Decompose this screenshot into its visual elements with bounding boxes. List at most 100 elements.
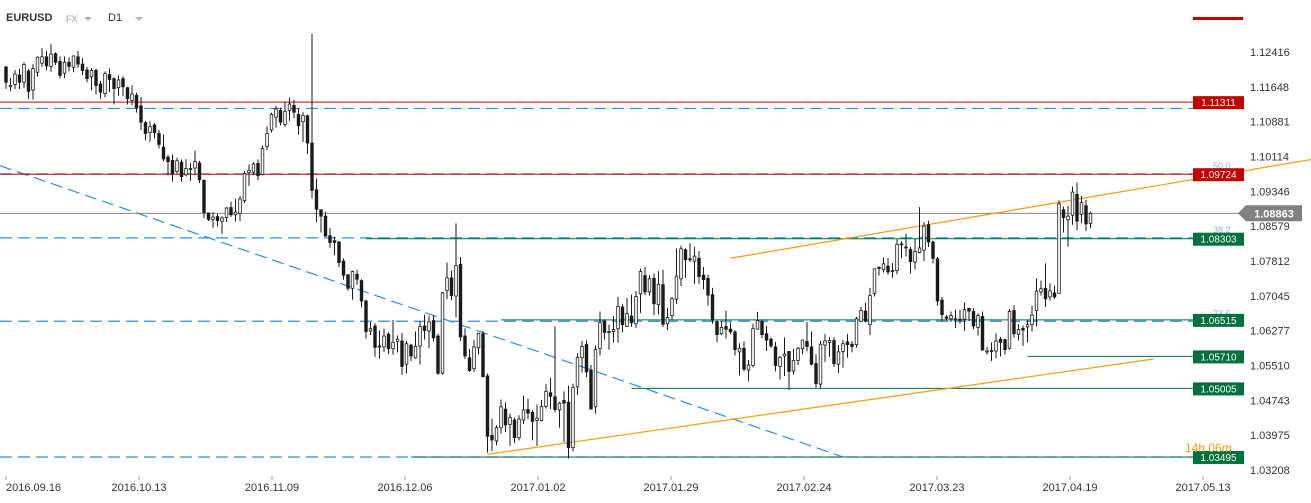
candle-body <box>580 346 584 359</box>
candle-body <box>593 349 598 408</box>
candle-body <box>719 326 724 335</box>
timeframe-dropdown-icon[interactable] <box>135 17 143 21</box>
candle-body <box>881 263 886 271</box>
chart-header: EURUSD FX D1 <box>0 0 1311 36</box>
fib-level-label: 38.2 <box>1213 225 1231 235</box>
level-label-box <box>1193 232 1244 246</box>
candle-body <box>967 307 971 312</box>
candle-body <box>1075 193 1079 222</box>
candle-body <box>413 346 418 359</box>
candle-body <box>652 277 656 305</box>
y-tick-label: 1.03208 <box>1250 465 1290 477</box>
candle-body <box>764 333 769 341</box>
candle-body <box>913 251 917 263</box>
candle-body <box>386 333 391 350</box>
candle-body <box>868 295 872 326</box>
diagonal-trend-line <box>0 165 844 458</box>
candle-body <box>454 265 458 297</box>
symbol-label[interactable]: EURUSD <box>6 12 53 24</box>
level-label-box <box>1193 313 1244 327</box>
x-tick-label: 2017.01.02 <box>510 482 565 494</box>
candle-body <box>1003 339 1007 351</box>
candle-body <box>863 310 868 322</box>
candle-body <box>877 267 881 269</box>
current-price-tag <box>1238 205 1302 222</box>
candle-body <box>458 263 463 338</box>
trendlines-layer <box>487 158 1311 455</box>
candle-body <box>364 300 368 332</box>
y-tick-label: 1.07812 <box>1250 256 1290 268</box>
candle-body <box>985 350 989 353</box>
candle-body <box>395 338 400 342</box>
candle-body <box>1016 329 1021 335</box>
candle-body <box>175 160 179 173</box>
level-label-box <box>1193 96 1244 110</box>
candle-body <box>854 318 859 346</box>
candle-body <box>98 83 103 93</box>
candle-body <box>620 306 625 326</box>
candle-body <box>265 133 269 148</box>
candle-body <box>701 274 706 281</box>
level-label-text: 1.09724 <box>1200 170 1237 181</box>
candle-body <box>292 104 296 113</box>
level-label-text: 1.08303 <box>1200 235 1237 246</box>
timeframe-label[interactable]: D1 <box>108 12 123 24</box>
symbol-dropdown-icon[interactable] <box>84 17 92 21</box>
candle-body <box>355 273 359 280</box>
candle-body <box>697 257 701 277</box>
candle-body <box>544 390 548 407</box>
x-tick-label: 2017.05.13 <box>1175 482 1230 494</box>
candle-body <box>305 115 310 144</box>
current-price-label: 1.08863 <box>1254 208 1294 220</box>
candle-body <box>422 325 427 331</box>
candle-body <box>679 248 683 280</box>
candle-body <box>238 198 242 214</box>
candle-body <box>989 350 994 352</box>
market-label: FX <box>66 14 78 24</box>
candle-body <box>40 56 44 64</box>
candle-body <box>481 333 485 378</box>
candle-body <box>314 189 319 210</box>
candle-body <box>103 73 107 94</box>
candle-body <box>575 356 580 388</box>
candle-body <box>688 258 692 261</box>
candle-body <box>346 274 350 289</box>
candle-body <box>908 248 913 262</box>
candle-body <box>211 216 215 220</box>
candle-body <box>692 255 697 262</box>
candle-body <box>971 311 976 327</box>
candle-body <box>886 265 890 273</box>
candle-body <box>8 85 13 88</box>
candle-body <box>323 215 328 237</box>
candle-body <box>89 70 94 78</box>
candle-body <box>472 346 476 370</box>
candle-body <box>994 340 998 352</box>
candle-body <box>1088 213 1093 224</box>
candle-body <box>368 328 373 332</box>
candle-body <box>26 70 31 92</box>
candle-body <box>49 53 53 67</box>
candle-body <box>152 124 157 134</box>
trendline <box>487 358 1154 455</box>
candle-body <box>494 427 499 442</box>
candle-body <box>656 283 661 306</box>
x-tick-label: 2016.12.06 <box>377 482 432 494</box>
candle-body <box>553 396 557 410</box>
candle-body <box>557 402 562 411</box>
candle-body <box>134 94 139 109</box>
candle-body <box>215 216 220 222</box>
candle-body <box>499 406 503 429</box>
candle-body <box>787 351 791 372</box>
candle-body <box>584 344 589 373</box>
candle-body <box>121 78 125 88</box>
x-tick-label: 2016.10.13 <box>111 482 166 494</box>
candle-body <box>674 275 679 300</box>
candle-body <box>823 340 827 346</box>
candle-body <box>445 277 449 291</box>
candle-body <box>800 339 805 350</box>
candle-body <box>260 148 265 175</box>
candle-body <box>1043 287 1048 300</box>
candle-body <box>728 328 733 333</box>
